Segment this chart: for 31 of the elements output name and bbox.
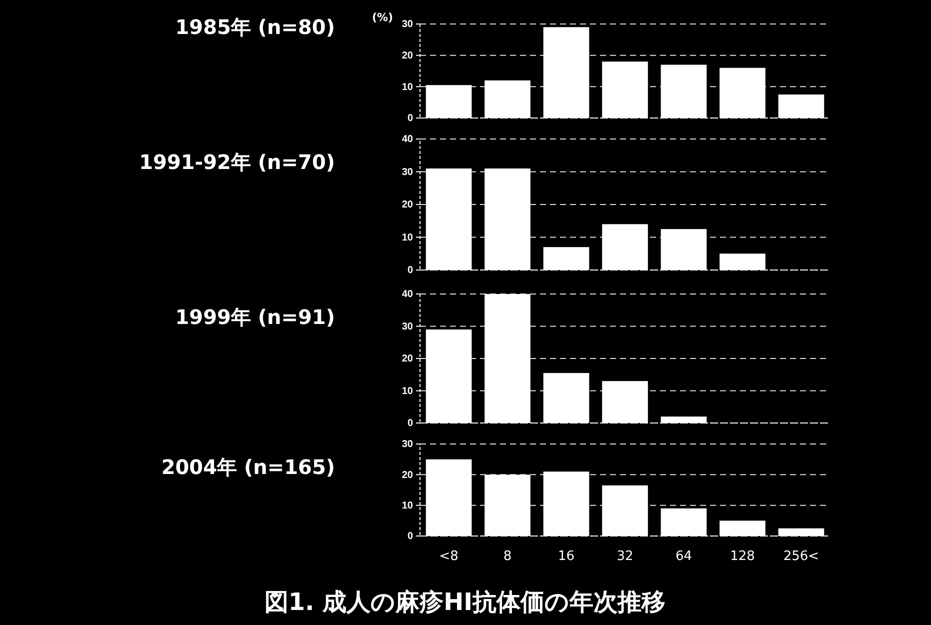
y-tick-label: 10	[402, 386, 414, 397]
y-tick-label: 10	[402, 82, 414, 93]
x-tick-label: 128	[730, 549, 755, 564]
text: 1999年 (n=91)	[175, 305, 335, 329]
x-tick-label: 8	[503, 549, 512, 564]
x-tick-label: 16	[558, 549, 575, 564]
y-tick-label: 40	[402, 289, 414, 300]
y-tick-label: 0	[407, 531, 414, 542]
y-tick-label: 40	[402, 134, 414, 146]
y-tick-label: 0	[407, 265, 414, 276]
text: 1985年 (n=80)	[175, 15, 335, 39]
y-tick-label: 30	[402, 321, 414, 332]
x-tick-label: 32	[616, 549, 634, 564]
y-tick-label: 10	[402, 500, 414, 512]
y-tick-label: 0	[407, 418, 414, 430]
y-tick-label: 30	[402, 166, 414, 178]
y-tick-label: 20	[402, 50, 414, 62]
y-axis-title: (%)	[372, 11, 394, 24]
y-tick-label: 20	[402, 470, 414, 481]
y-tick-label: 30	[402, 19, 414, 30]
y-tick-label: 20	[402, 354, 414, 365]
x-tick-label: <8	[439, 549, 458, 564]
y-tick-label: 30	[402, 439, 414, 450]
text: 1991-92年 (n=70)	[139, 150, 335, 174]
y-tick-label: 20	[402, 200, 414, 211]
x-tick-label: 256<	[783, 549, 820, 564]
text: 2004年 (n=165)	[161, 455, 335, 479]
y-tick-label: 10	[402, 232, 414, 244]
caption: 図1. 成人の麻疹HI抗体価の年次推移	[264, 588, 666, 616]
y-tick-label: 0	[407, 113, 414, 124]
x-tick-label: 64	[675, 549, 692, 564]
